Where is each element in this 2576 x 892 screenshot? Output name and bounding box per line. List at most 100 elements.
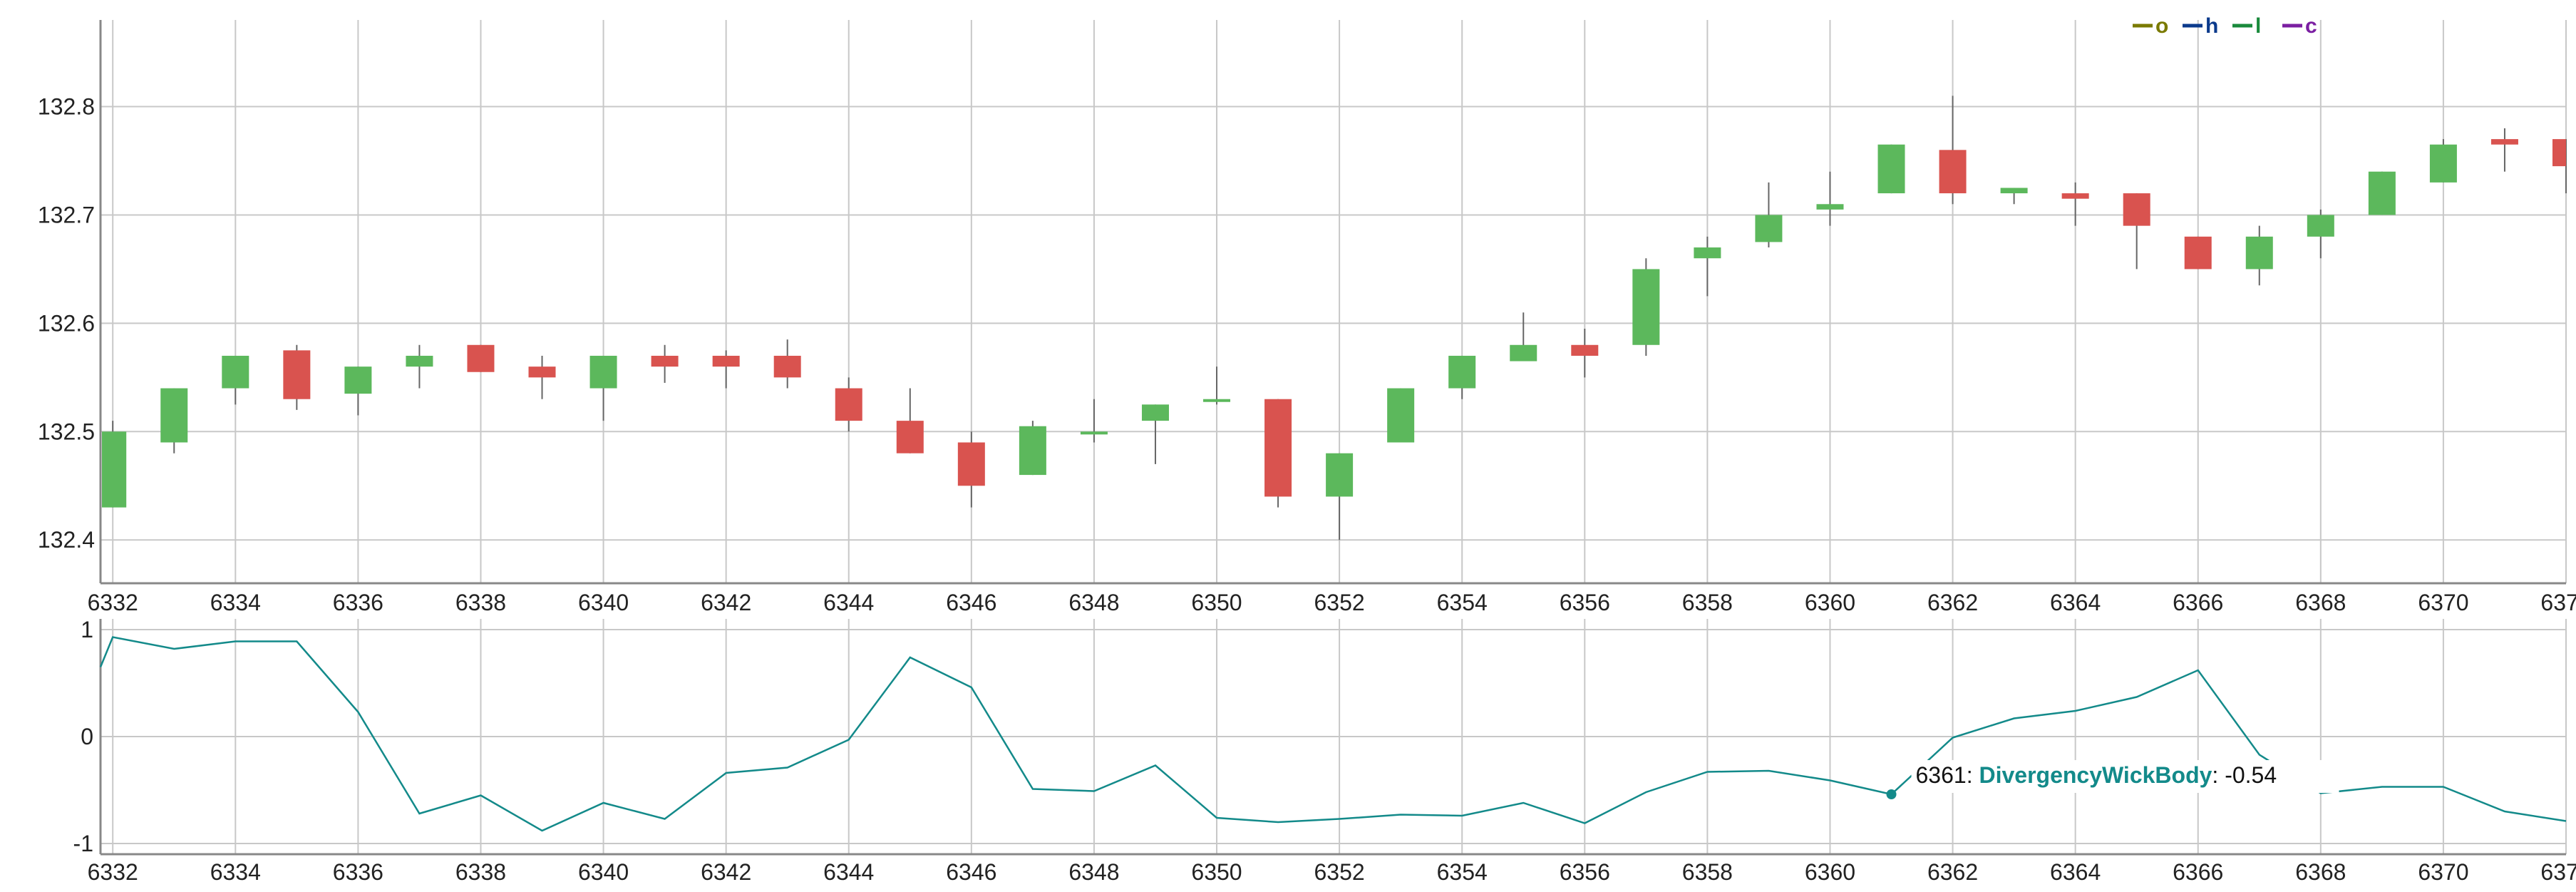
- candle-body-up: [2246, 237, 2273, 270]
- indicator-x-tick-label: 6348: [1068, 859, 1119, 885]
- price-x-tick-label: 6358: [1682, 590, 1733, 615]
- indicator-x-tick-label: 6364: [2050, 859, 2101, 885]
- candle-body-up: [160, 389, 187, 443]
- candle-body-down: [2123, 193, 2150, 226]
- indicator-y-tick-label: 1: [81, 617, 93, 642]
- candlestick: [2430, 139, 2457, 183]
- indicator-x-tick-label: 6362: [1927, 859, 1978, 885]
- price-x-tick-label: 6350: [1191, 590, 1242, 615]
- candle-body-down: [835, 389, 862, 421]
- candle-body-up: [2307, 215, 2334, 236]
- legend-item: c: [2282, 14, 2317, 38]
- price-x-tick-label: 6354: [1437, 590, 1488, 615]
- candle-body-up: [1081, 431, 1108, 434]
- price-x-tick-label: 6348: [1068, 590, 1119, 615]
- tooltip-value: : -0.54: [2212, 762, 2277, 788]
- candlestick: [160, 389, 187, 453]
- legend-label: l: [2255, 14, 2261, 38]
- candlestick: [958, 431, 985, 507]
- candle-body-up: [1694, 247, 1721, 258]
- price-x-tick-label: 6336: [333, 590, 383, 615]
- candle-body-up: [1816, 204, 1843, 210]
- candlestick: [1019, 421, 1046, 475]
- candle-body-up: [1632, 269, 1659, 344]
- candle-body-up: [1203, 399, 1230, 402]
- candlestick: [2001, 188, 2028, 204]
- candle-body-down: [651, 356, 679, 366]
- legend-item: h: [2183, 14, 2218, 38]
- candlestick: [1326, 453, 1353, 540]
- candle-body-up: [2369, 172, 2396, 215]
- candlestick: [2369, 172, 2396, 215]
- indicator-line: [101, 637, 2566, 831]
- candlestick: [406, 345, 433, 389]
- price-x-tick-label: 6340: [578, 590, 629, 615]
- candle-body-down: [1939, 150, 1967, 193]
- price-x-tick-label: 6334: [210, 590, 261, 615]
- candlestick: [835, 377, 862, 431]
- candlestick: [1387, 389, 1414, 443]
- candlestick: [1755, 183, 1782, 247]
- candlestick: [713, 350, 740, 388]
- price-x-tick-label: 6338: [455, 590, 506, 615]
- candle-body-up: [1019, 426, 1046, 475]
- candle-body-down: [2062, 193, 2089, 199]
- legend-label: o: [2155, 14, 2168, 38]
- price-x-tick-label: 6356: [1560, 590, 1610, 615]
- tooltip-text: 6361: DivergencyWickBody: -0.54: [1916, 762, 2277, 788]
- candle-body-down: [958, 443, 985, 486]
- indicator-y-tick-label: 0: [81, 724, 93, 749]
- candlestick: [2185, 237, 2212, 270]
- candlestick: [1878, 145, 1905, 193]
- price-x-tick-label: 6352: [1314, 590, 1365, 615]
- candlestick: [1632, 258, 1659, 356]
- candle-body-down: [774, 356, 801, 377]
- price-x-tick-label: 6366: [2173, 590, 2223, 615]
- indicator-x-tick-label: 6340: [578, 859, 629, 885]
- candlestick: [1816, 172, 1843, 226]
- candle-body-down: [1571, 345, 1598, 356]
- indicator-x-tick-label: 6366: [2173, 859, 2223, 885]
- indicator-x-tick-label: 6344: [823, 859, 874, 885]
- candle-body-up: [406, 356, 433, 366]
- candlestick: [102, 421, 126, 508]
- candlestick: [1448, 356, 1475, 399]
- highlight-point[interactable]: [1887, 789, 1897, 799]
- candlestick: [651, 345, 679, 383]
- candlestick: [774, 339, 801, 388]
- indicator-x-tick-label: 6342: [701, 859, 751, 885]
- indicator-x-tick-label: 6350: [1191, 859, 1242, 885]
- price-x-tick-label: 6344: [823, 590, 874, 615]
- price-x-tick-label: 6370: [2418, 590, 2468, 615]
- indicator-x-tick-label: 6346: [946, 859, 996, 885]
- price-x-tick-label: 6368: [2295, 590, 2346, 615]
- tooltip-series-name: DivergencyWickBody: [1979, 762, 2212, 788]
- candle-body-down: [2491, 139, 2518, 145]
- candle-body-up: [344, 366, 371, 394]
- price-x-tick-label: 6342: [701, 590, 751, 615]
- price-x-tick-label: 6362: [1927, 590, 1978, 615]
- candle-body-down: [2552, 139, 2566, 166]
- candlestick: [222, 356, 249, 404]
- candle-body-down: [2185, 237, 2212, 270]
- price-x-tick-label: 6360: [1805, 590, 1855, 615]
- price-y-tick-label: 132.7: [38, 202, 95, 227]
- candle-body-down: [283, 350, 310, 399]
- indicator-x-tick-label: 6352: [1314, 859, 1365, 885]
- legend-item: o: [2133, 14, 2168, 38]
- candlestick: [2552, 139, 2566, 193]
- candlestick: [344, 366, 371, 415]
- legend-label: c: [2305, 14, 2317, 38]
- candle-body-down: [713, 356, 740, 366]
- indicator-x-tick-label: 6332: [88, 859, 138, 885]
- candle-body-down: [467, 345, 494, 372]
- indicator-x-tick-label: 6360: [1805, 859, 1855, 885]
- candlestick: [1510, 312, 1537, 361]
- candlestick: [467, 345, 494, 372]
- candlestick: [1203, 366, 1230, 404]
- price-x-tick-label: 6332: [88, 590, 138, 615]
- indicator-x-tick-label: 6336: [333, 859, 383, 885]
- indicator-x-tick-label: 6356: [1560, 859, 1610, 885]
- indicator-x-tick-label: 6334: [210, 859, 261, 885]
